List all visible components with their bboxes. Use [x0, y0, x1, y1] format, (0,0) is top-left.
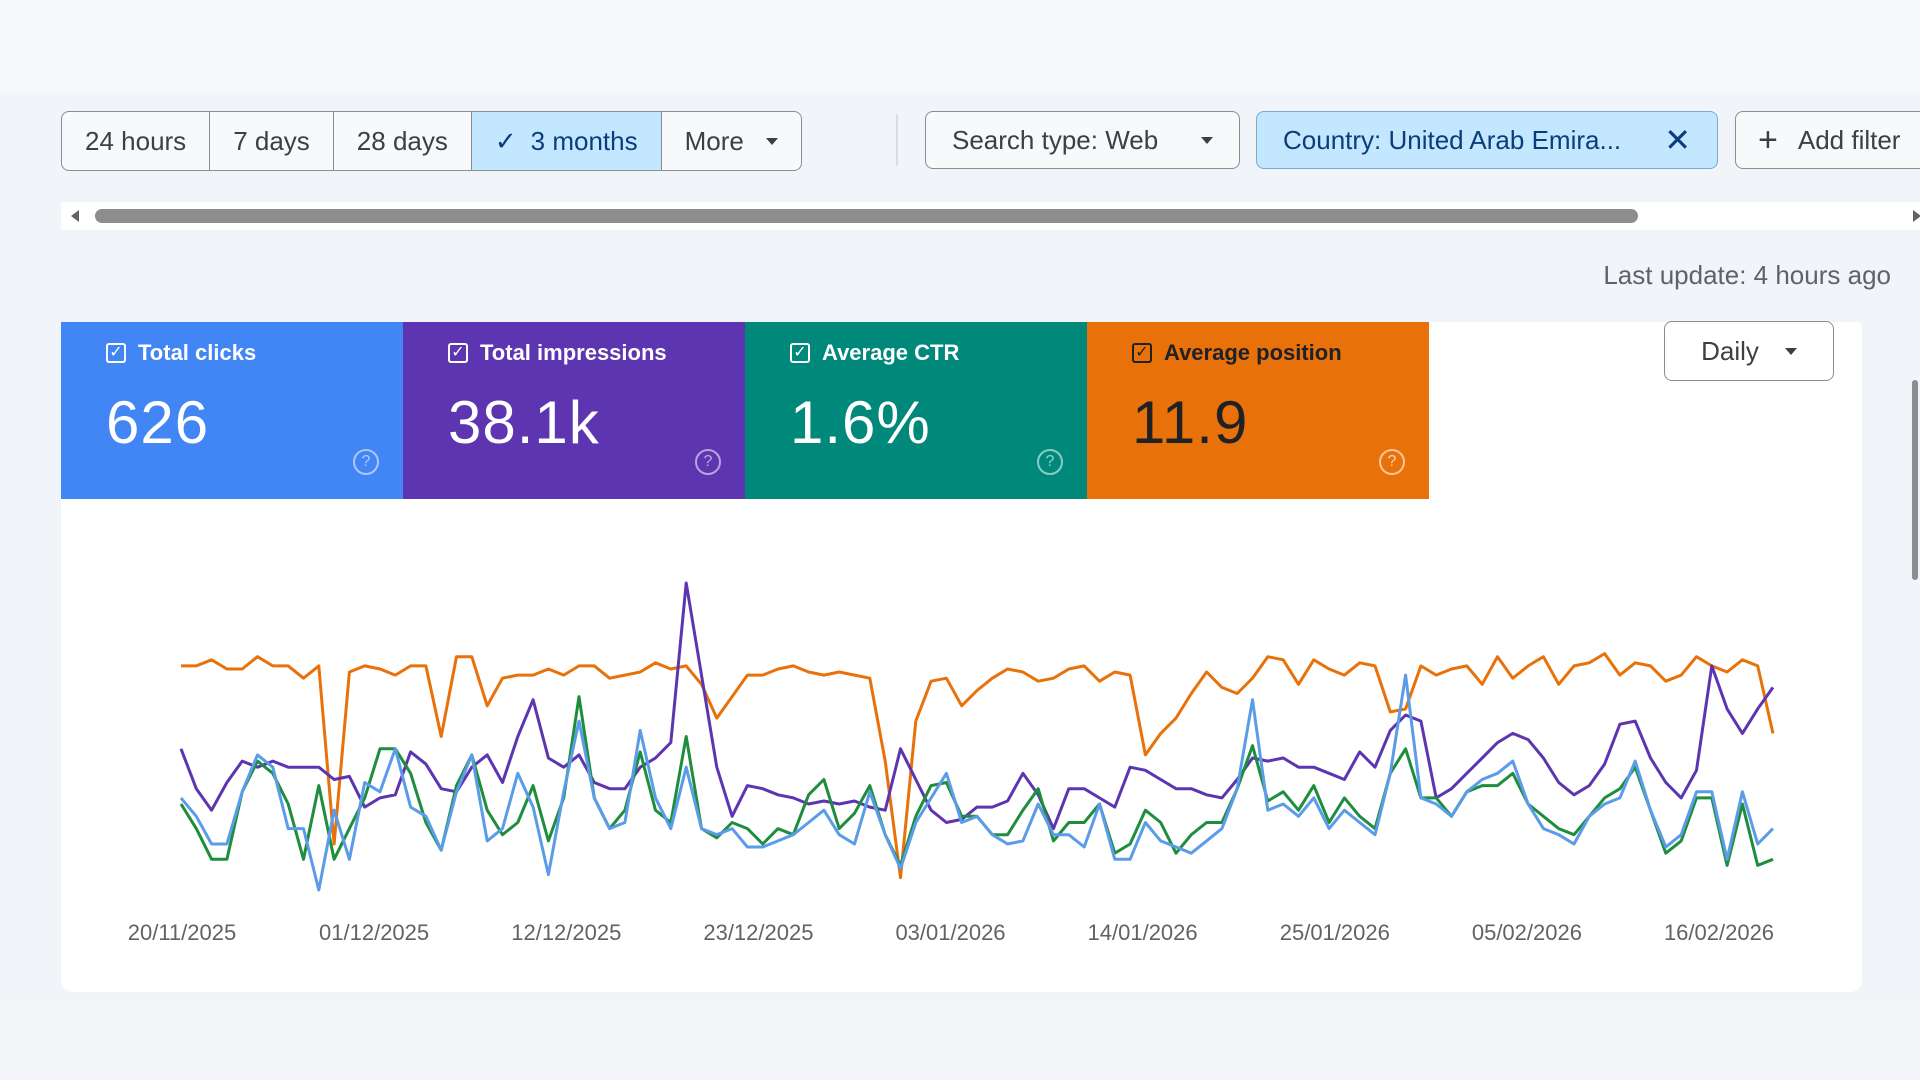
bottom-strip [0, 1000, 1920, 1080]
checkbox-checked-icon[interactable]: ✓ [448, 343, 468, 363]
x-tick-label: 14/01/2026 [1088, 920, 1198, 945]
date-option-label: 28 days [356, 125, 448, 156]
date-option-label: 3 months [530, 125, 638, 156]
caret-down-icon [1784, 347, 1797, 355]
date-option-label: More [684, 125, 744, 156]
metric-average-ctr[interactable]: ✓ Average CTR 1.6% ? [745, 322, 1087, 499]
help-icon[interactable]: ? [353, 449, 379, 475]
check-icon: ✓ [494, 125, 517, 156]
granularity-dropdown[interactable]: Daily [1664, 321, 1834, 381]
checkbox-checked-icon[interactable]: ✓ [790, 343, 810, 363]
metric-value: 1.6% [790, 389, 931, 456]
last-update-text: Last update: 4 hours ago [1603, 260, 1891, 290]
metric-label: Average position [1164, 340, 1342, 365]
date-option-24-hours[interactable]: 24 hours [62, 112, 211, 170]
top-strip [0, 0, 1920, 92]
metric-label: Total clicks [138, 340, 257, 365]
caret-down-icon [765, 137, 778, 145]
x-tick-label: 20/11/2025 [128, 920, 236, 945]
metric-total-clicks[interactable]: ✓ Total clicks 626 ? [61, 322, 403, 499]
search-type-label: Search type: Web [952, 124, 1159, 155]
horizontal-scrollbar[interactable] [61, 202, 1920, 230]
date-option-28-days[interactable]: 28 days [334, 112, 472, 170]
vertical-scrollbar-thumb[interactable] [1912, 380, 1918, 580]
filter-divider [896, 114, 898, 166]
date-option-more[interactable]: More [662, 112, 801, 170]
metric-value: 38.1k [448, 389, 600, 456]
search-type-filter[interactable]: Search type: Web [925, 111, 1240, 169]
x-tick-label: 12/12/2025 [511, 920, 621, 945]
metric-value: 11.9 [1132, 389, 1249, 456]
close-icon[interactable]: ✕ [1664, 122, 1691, 158]
chart-x-axis: 20/11/2025 01/12/2025 12/12/2025 23/12/2025… [128, 920, 1774, 945]
checkbox-checked-icon[interactable]: ✓ [1132, 343, 1152, 363]
metric-total-impressions[interactable]: ✓ Total impressions 38.1k ? [403, 322, 745, 499]
metric-label: Average CTR [822, 340, 960, 365]
checkbox-checked-icon[interactable]: ✓ [106, 343, 126, 363]
help-icon[interactable]: ? [695, 449, 721, 475]
x-tick-label: 16/02/2026 [1664, 920, 1774, 945]
metric-average-position[interactable]: ✓ Average position 11.9 ? [1087, 322, 1429, 499]
scroll-right-icon[interactable] [1913, 210, 1920, 222]
date-option-label: 24 hours [85, 125, 187, 156]
chart-series-line-2 [179, 695, 1774, 867]
country-filter-chip[interactable]: Country: United Arab Emira... ✕ [1256, 111, 1718, 169]
x-tick-label: 05/02/2026 [1472, 920, 1582, 945]
add-filter-label: Add filter [1797, 124, 1901, 155]
granularity-label: Daily [1701, 335, 1759, 366]
x-tick-label: 03/01/2026 [895, 920, 1005, 945]
x-tick-label: 25/01/2026 [1280, 920, 1390, 945]
date-option-7-days[interactable]: 7 days [210, 112, 334, 170]
country-filter-label: Country: United Arab Emira... [1283, 124, 1622, 155]
date-option-3-months[interactable]: ✓ 3 months [471, 112, 662, 170]
add-filter-button[interactable]: + Add filter [1735, 111, 1920, 169]
metric-label: Total impressions [480, 340, 667, 365]
help-icon[interactable]: ? [1037, 449, 1063, 475]
metric-value: 626 [106, 389, 210, 456]
vertical-scrollbar[interactable] [1910, 330, 1920, 590]
x-tick-label: 23/12/2025 [703, 920, 813, 945]
caret-down-icon [1201, 136, 1213, 144]
chart-series-line-0 [181, 652, 1775, 880]
chart-series-line-1 [179, 581, 1775, 831]
plus-icon: + [1758, 120, 1778, 159]
date-range-selector: 24 hours 7 days 28 days ✓ 3 months More [61, 111, 802, 171]
chart-series-layer [179, 581, 1775, 892]
scroll-left-icon[interactable] [71, 210, 79, 222]
chart-series-line-3 [179, 673, 1775, 892]
date-option-label: 7 days [233, 125, 310, 156]
help-icon[interactable]: ? [1379, 449, 1405, 475]
scrollbar-thumb[interactable] [95, 209, 1638, 223]
x-tick-label: 01/12/2025 [319, 920, 429, 945]
